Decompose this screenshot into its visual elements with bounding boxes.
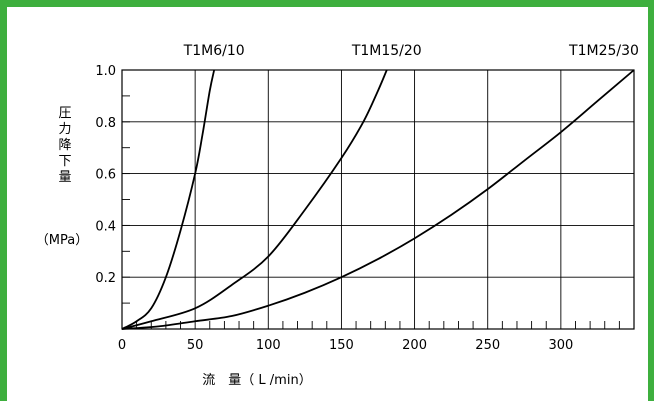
y-axis-title-char: 力 [58,122,71,137]
plot-frame [121,69,635,330]
y-axis-title-char: 降 [58,138,71,153]
series-line [121,69,388,330]
y-tick-label: 0.8 [95,116,116,131]
series-line [121,69,635,330]
y-tick-label: 0.6 [95,168,116,183]
y-axis-unit: （MPa） [36,233,88,248]
x-tick-label: 300 [548,338,573,353]
x-axis-title: 流 量（ L /min） [202,373,311,388]
x-tick-label: 100 [256,338,281,353]
series-label: T1M6/10 [183,43,245,59]
series-label: T1M15/20 [351,43,422,59]
series-group [121,69,635,330]
y-axis-title-char: 圧 [58,106,71,121]
x-tick-label: 0 [118,338,126,353]
y-tick-label: 0.4 [95,219,116,234]
x-tick-label: 150 [329,338,354,353]
y-tick-label: 0.2 [95,271,116,286]
label-group: 0 50 100 150 200 250 300 0.2 0.4 0.6 0.8 1.0 流 量（ L … [36,43,639,388]
y-axis-title-char: 下 [58,154,71,169]
pressure-drop-chart: 0 50 100 150 200 250 300 0.2 0.4 0.6 0.8 1.0 流 量（ L … [36,43,639,388]
y-tick-label: 1.0 [95,64,116,79]
x-tick-label: 200 [402,338,427,353]
grid-lines [122,70,634,329]
series-line [121,69,216,330]
y-axis-title-char: 量 [58,170,71,185]
minor-ticks [122,95,620,329]
x-tick-label: 50 [187,338,204,353]
series-label: T1M25/30 [568,43,639,59]
x-tick-label: 250 [475,338,500,353]
